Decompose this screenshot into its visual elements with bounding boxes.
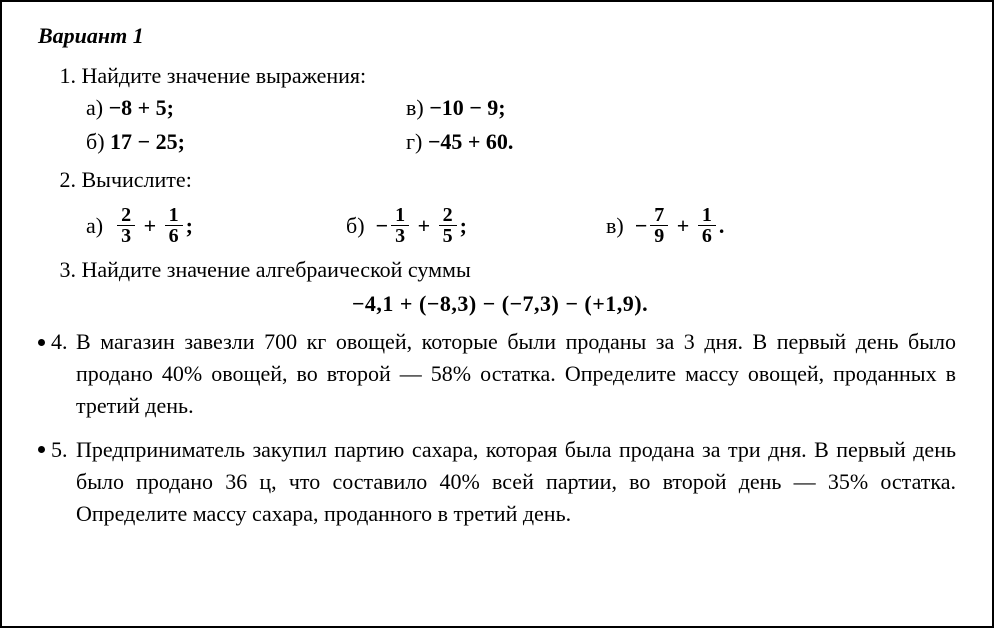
problem-5: 5. Предприниматель закупил партию сахара… <box>76 434 956 530</box>
p1v-expr: −10 − 9; <box>429 92 505 124</box>
problem-3: 3. Найдите значение алгебраической суммы… <box>38 254 962 320</box>
p2b: б) − 1 3 + 2 5 ; <box>346 205 606 246</box>
problem-4: 4. В магазин завезли 700 кг овощей, кото… <box>76 326 956 422</box>
p1g-label: г) <box>406 126 422 158</box>
p1a-label: а) <box>86 92 103 124</box>
problem-3-expr: −4,1 + (−8,3) − (−7,3) − (+1,9). <box>38 288 962 320</box>
p2a-label: а) <box>86 210 103 242</box>
problem-5-marker: 5. <box>38 434 68 466</box>
p1b-expr: 17 − 25; <box>110 126 185 158</box>
problem-1-prompt: Найдите значение выражения: <box>82 60 367 92</box>
p2v-label: в) <box>606 210 624 242</box>
problem-5-text: Предприниматель закупил партию сахара, к… <box>76 437 956 526</box>
p1g-expr: −45 + 60. <box>428 126 514 158</box>
p2v: в) − 7 9 + 1 6 . <box>606 205 724 246</box>
bullet-icon <box>38 446 45 453</box>
p2a: а) 2 3 + 1 6 ; <box>86 205 346 246</box>
p2a-frac2: 1 6 <box>165 205 183 246</box>
p1b-label: б) <box>86 126 105 158</box>
problem-4-text: В магазин завезли 700 кг овощей, которые… <box>76 329 956 418</box>
p2b-frac2: 2 5 <box>439 205 457 246</box>
problem-3-prompt: Найдите значение алгебраической суммы <box>82 254 471 286</box>
p2a-frac1: 2 3 <box>117 205 135 246</box>
problem-3-number: 3. <box>56 254 76 286</box>
problem-4-marker: 4. <box>38 326 68 358</box>
problem-1: 1. Найдите значение выражения: а) −8 + 5… <box>38 60 962 158</box>
p1a-expr: −8 + 5; <box>109 92 174 124</box>
problem-2: 2. Вычислите: а) 2 3 + 1 6 ; б) <box>38 164 962 247</box>
problem-2-prompt: Вычислите: <box>82 164 192 196</box>
variant-title: Вариант 1 <box>38 20 962 52</box>
p2v-frac1: 7 9 <box>650 205 668 246</box>
exercise-page: Вариант 1 1. Найдите значение выражения:… <box>0 0 994 628</box>
p2v-frac2: 1 6 <box>698 205 716 246</box>
problem-1-number: 1. <box>56 60 76 92</box>
p1v-label: в) <box>406 92 424 124</box>
problem-2-number: 2. <box>56 164 76 196</box>
p2b-label: б) <box>346 210 365 242</box>
bullet-icon <box>38 339 45 346</box>
p2b-frac1: 1 3 <box>391 205 409 246</box>
